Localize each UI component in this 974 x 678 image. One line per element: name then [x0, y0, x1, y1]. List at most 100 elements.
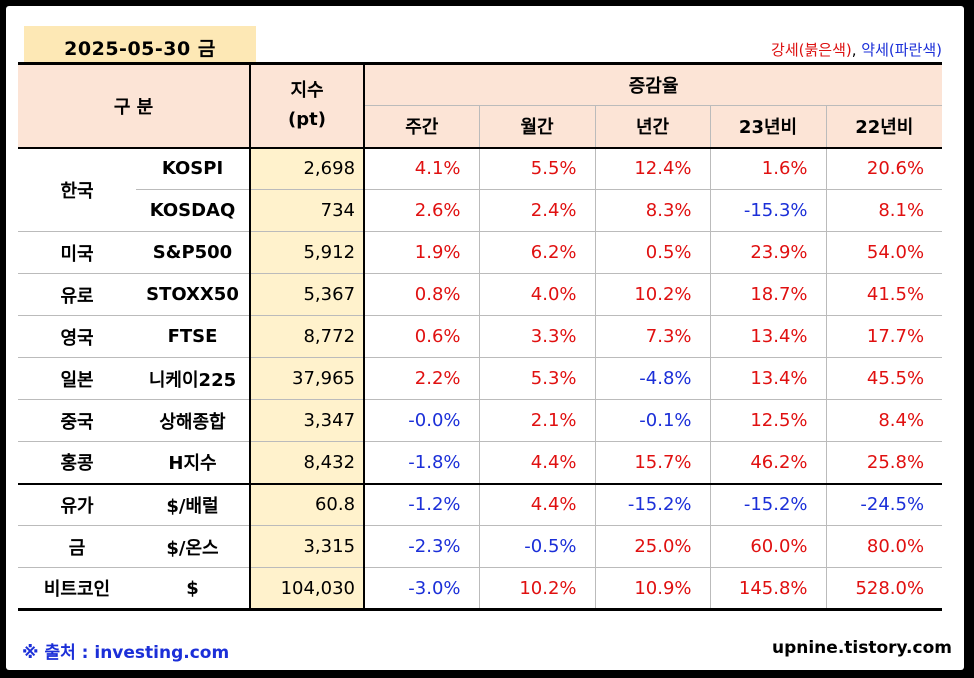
- row-index-value: 3,347: [249, 399, 365, 442]
- row-group: 중국: [18, 399, 136, 442]
- row-change-value: 4.4%: [478, 482, 596, 526]
- row-change-value: 4.4%: [478, 441, 596, 484]
- row-group: 홍콩: [18, 441, 136, 484]
- table-row: 유로 STOXX50 5,367 0.8% 4.0% 10.2% 18.7% 41.5%: [18, 273, 943, 316]
- row-change-value: 8.4%: [825, 399, 943, 442]
- date-label: 2025-05-30 금: [24, 26, 256, 68]
- header-index-line1: 지수: [290, 79, 324, 101]
- row-change-value: 13.4%: [709, 315, 827, 358]
- table-row: 한국 KOSPI 2,698 4.1% 5.5% 12.4% 1.6% 20.6%: [18, 146, 943, 232]
- source-note: ※ 출처 : investing.com: [22, 643, 230, 663]
- row-index-value: 8,772: [249, 315, 365, 358]
- row-group: 유가: [18, 482, 136, 526]
- row-change-value: 1.6%: [709, 146, 827, 190]
- row-change-value: 25.0%: [594, 525, 711, 568]
- row-change-value: -0.0%: [363, 399, 480, 442]
- row-index-value: 2,698: [249, 146, 365, 190]
- table-row: 비트코인 $104,030 -3.0% 10.2% 10.9% 145.8% 528.0%: [18, 567, 943, 610]
- header-group: 구 분: [18, 63, 251, 148]
- row-change-value: -24.5%: [825, 482, 943, 526]
- table-row: 홍콩 H지수 8,432 -1.8% 4.4% 15.7% 46.2% 25.8%: [18, 441, 943, 484]
- header-col-monthly: 월간: [478, 105, 596, 148]
- row-change-value: 4.0%: [478, 273, 596, 316]
- row-change-value: 0.5%: [594, 231, 711, 274]
- row-change-value: 25.8%: [825, 441, 943, 484]
- site-name: upnine.tistory.com: [771, 638, 952, 658]
- row-change-value: 528.0%: [825, 567, 943, 610]
- row-change-value: 10.2%: [594, 273, 711, 316]
- row-group: 일본: [18, 357, 136, 400]
- row-group: 영국: [18, 315, 136, 358]
- row-name: KOSDAQ: [136, 189, 251, 232]
- row-group: 미국: [18, 231, 136, 274]
- row-change-value: 4.1%: [363, 146, 480, 190]
- row-name: 상해종합: [136, 399, 251, 442]
- row-change-value: -15.2%: [709, 482, 827, 526]
- row-index-value: 8,432: [249, 441, 365, 484]
- row-change-value: 41.5%: [825, 273, 943, 316]
- row-change-value: 0.6%: [363, 315, 480, 358]
- table-row: 미국 S&P500 5,912 1.9% 6.2% 0.5% 23.9% 54.0%: [18, 231, 943, 274]
- header-col-yearly: 년간: [594, 105, 711, 148]
- row-change-value: 12.5%: [709, 399, 827, 442]
- row-change-value: 6.2%: [478, 231, 596, 274]
- row-index-value: 37,965: [249, 357, 365, 400]
- row-change-value: 8.3%: [594, 189, 711, 232]
- row-change-value: 60.0%: [709, 525, 827, 568]
- header-col-weekly: 주간: [363, 105, 480, 148]
- color-legend: 강세(붉은색), 약세(파란색): [771, 39, 942, 60]
- row-change-value: 0.8%: [363, 273, 480, 316]
- row-change-value: -2.3%: [363, 525, 480, 568]
- table-row: 일본 니케이225 37,965 2.2% 5.3% -4.8% 13.4% 45.5%: [18, 357, 943, 400]
- row-index-value: 3,315: [249, 525, 365, 568]
- legend-strong: 강세(붉은색): [771, 41, 852, 59]
- row-change-value: 10.2%: [478, 567, 596, 610]
- row-change-value: 1.9%: [363, 231, 480, 274]
- index-table: 구 분 지수 (pt) 증감율 주간 월간 년간 23년비 22년비 한국 KOS…: [18, 62, 943, 611]
- row-change-value: 20.6%: [825, 146, 943, 190]
- row-change-value: -15.2%: [594, 482, 711, 526]
- row-change-value: 54.0%: [825, 231, 943, 274]
- row-index-value: 734: [249, 189, 365, 232]
- row-index-value: 60.8: [249, 482, 365, 526]
- row-change-value: 15.7%: [594, 441, 711, 484]
- row-change-value: -4.8%: [594, 357, 711, 400]
- table-row: 중국 상해종합 3,347 -0.0% 2.1% -0.1% 12.5% 8.4%: [18, 399, 943, 442]
- row-name: KOSPI: [136, 146, 251, 190]
- table-row: 금 $/온스 3,315 -2.3% -0.5% 25.0% 60.0% 80.0%: [18, 525, 943, 568]
- legend-separator: ,: [851, 41, 862, 59]
- row-group: 유로: [18, 273, 136, 316]
- row-index-value: 5,367: [249, 273, 365, 316]
- row-name: S&P500: [136, 231, 251, 274]
- row-change-value: 12.4%: [594, 146, 711, 190]
- header-index: 지수 (pt): [249, 63, 365, 148]
- header-change: 증감율: [363, 63, 943, 106]
- row-change-value: -1.8%: [363, 441, 480, 484]
- row-change-value: 7.3%: [594, 315, 711, 358]
- row-change-value: -3.0%: [363, 567, 480, 610]
- header-col-vs23: 23년비: [709, 105, 827, 148]
- row-name: $/배럴: [136, 482, 251, 526]
- row-change-value: 45.5%: [825, 357, 943, 400]
- row-change-value: 13.4%: [709, 357, 827, 400]
- header-col-vs22: 22년비: [825, 105, 943, 148]
- row-change-value: 2.4%: [478, 189, 596, 232]
- row-change-value: 2.2%: [363, 357, 480, 400]
- table-row: 영국 FTSE 8,772 0.6% 3.3% 7.3% 13.4% 17.7%: [18, 315, 943, 358]
- row-name: STOXX50: [136, 273, 251, 316]
- row-change-value: 80.0%: [825, 525, 943, 568]
- row-change-value: -15.3%: [709, 189, 827, 232]
- row-name: FTSE: [136, 315, 251, 358]
- row-change-value: 3.3%: [478, 315, 596, 358]
- row-change-value: 46.2%: [709, 441, 827, 484]
- row-change-value: 5.3%: [478, 357, 596, 400]
- row-change-value: -1.2%: [363, 482, 480, 526]
- row-name: $/온스: [136, 525, 251, 568]
- row-group: 한국: [18, 146, 136, 232]
- row-group: 비트코인: [18, 567, 136, 610]
- row-name: $: [136, 567, 251, 610]
- row-change-value: 23.9%: [709, 231, 827, 274]
- table-row: KOSDAQ 734 2.6% 2.4% 8.3% -15.3% 8.1%: [18, 189, 943, 232]
- row-group: 금: [18, 525, 136, 568]
- row-change-value: 2.6%: [363, 189, 480, 232]
